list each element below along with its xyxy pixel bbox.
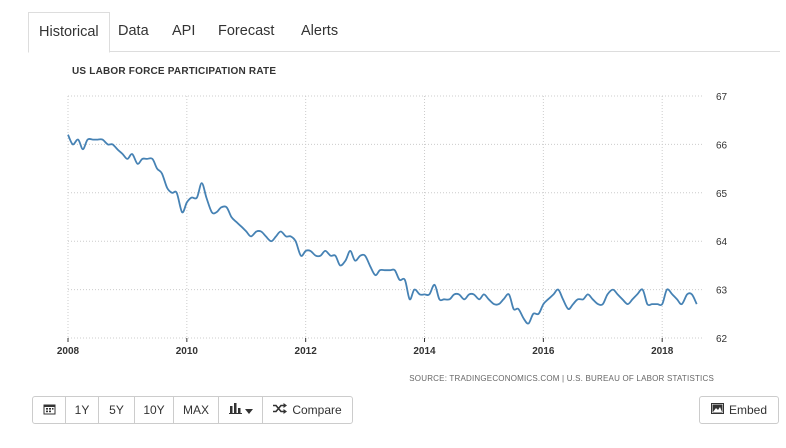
x-tick-label: 2010: [176, 346, 199, 357]
tab-forecast[interactable]: Forecast: [218, 23, 275, 39]
image-icon: [710, 403, 724, 417]
calendar-icon: [43, 403, 56, 418]
x-tick-label: 2014: [413, 346, 436, 357]
range-max-button[interactable]: MAX: [173, 396, 219, 424]
x-tick-label: 2008: [57, 346, 80, 357]
x-tick-label: 2016: [532, 346, 555, 357]
tab-bar: Historical Data API Forecast Alerts: [28, 12, 780, 53]
compare-label: Compare: [292, 403, 342, 417]
y-tick-label: 65: [716, 189, 728, 200]
caret-down-icon: [244, 403, 253, 417]
tab-data[interactable]: Data: [118, 23, 149, 39]
bar-chart-icon: [228, 403, 242, 417]
y-tick-label: 66: [716, 140, 728, 151]
range-5y-button[interactable]: 5Y: [98, 396, 135, 424]
y-axis: 62 63 64 65 66 67: [716, 92, 728, 345]
tab-historical[interactable]: Historical: [28, 12, 110, 53]
range-1y-button[interactable]: 1Y: [65, 396, 99, 424]
line-chart: 62 63 64 65 66 67 2008 2010 2012 2014 2016 2018: [57, 92, 728, 357]
embed-button[interactable]: Embed: [699, 396, 779, 424]
shuffle-icon: [273, 403, 288, 417]
compare-button[interactable]: Compare: [262, 396, 353, 424]
tab-api[interactable]: API: [172, 23, 196, 39]
x-tick-label: 2012: [295, 346, 318, 357]
calendar-button[interactable]: [32, 396, 66, 424]
tab-alerts[interactable]: Alerts: [301, 23, 339, 39]
chart-grid: [67, 95, 702, 339]
embed-label: Embed: [728, 403, 768, 417]
y-tick-label: 62: [716, 334, 728, 345]
y-tick-label: 67: [716, 92, 728, 103]
chart-title: US LABOR FORCE PARTICIPATION RATE: [72, 66, 277, 77]
range-10y-button[interactable]: 10Y: [134, 396, 174, 424]
chart-type-button[interactable]: [218, 396, 263, 424]
x-axis: 2008 2010 2012 2014 2016 2018: [57, 338, 674, 357]
chart-toolbar: 1Y 5Y 10Y MAX Compare: [32, 396, 353, 424]
y-tick-label: 64: [716, 237, 728, 248]
x-tick-label: 2018: [651, 346, 674, 357]
source-credit: SOURCE: TRADINGECONOMICS.COM | U.S. BURE…: [409, 374, 714, 383]
series-line: [67, 134, 698, 325]
y-tick-label: 63: [716, 286, 728, 297]
